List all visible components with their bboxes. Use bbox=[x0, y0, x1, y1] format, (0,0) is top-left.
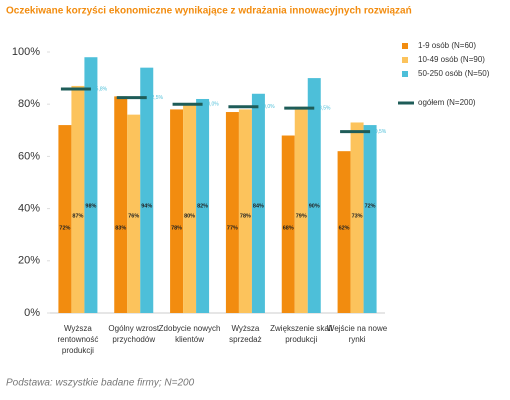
bar bbox=[281, 135, 295, 313]
value-label: 62% bbox=[339, 225, 350, 231]
overall-label: 78,5% bbox=[316, 105, 331, 111]
bar bbox=[170, 109, 184, 313]
y-tick-label: 100% bbox=[12, 46, 40, 58]
bar bbox=[140, 67, 154, 313]
value-label: 72% bbox=[365, 203, 376, 209]
legend-swatch bbox=[402, 71, 408, 77]
bar bbox=[114, 96, 128, 314]
legend-label: 10-49 osób (N=90) bbox=[418, 55, 485, 64]
value-label: 87% bbox=[72, 213, 83, 219]
y-tick-label: 20% bbox=[18, 255, 40, 267]
bar bbox=[84, 57, 98, 313]
value-label: 83% bbox=[115, 225, 126, 231]
bar bbox=[337, 151, 351, 313]
value-label: 98% bbox=[85, 203, 96, 209]
value-label: 73% bbox=[352, 213, 363, 219]
bar bbox=[350, 122, 364, 313]
x-tick-label: produkcji bbox=[62, 346, 94, 355]
bar bbox=[58, 125, 72, 313]
bar bbox=[183, 104, 197, 313]
bar bbox=[71, 85, 85, 314]
value-label: 77% bbox=[227, 225, 238, 231]
legend-label: 50-250 osób (N=50) bbox=[418, 69, 490, 78]
x-tick-label: rynki bbox=[349, 335, 366, 344]
y-tick-label: 80% bbox=[18, 98, 40, 110]
overall-label: 79,0% bbox=[260, 104, 275, 110]
value-label: 72% bbox=[59, 225, 70, 231]
x-tick-label: produkcji bbox=[285, 335, 317, 344]
value-label: 80% bbox=[184, 213, 195, 219]
value-label: 79% bbox=[296, 213, 307, 219]
legend-label: ogółem (N=200) bbox=[418, 98, 476, 107]
x-tick-label: Wyższa bbox=[231, 324, 259, 333]
bar bbox=[251, 93, 265, 313]
y-tick-label: 0% bbox=[24, 307, 40, 319]
legend-swatch bbox=[402, 57, 408, 63]
overall-label: 69,5% bbox=[372, 129, 387, 135]
value-label: 90% bbox=[309, 203, 320, 209]
overall-label: 80,0% bbox=[205, 102, 220, 108]
x-tick-label: Wyższa bbox=[64, 324, 92, 333]
value-label: 84% bbox=[253, 203, 264, 209]
value-label: 76% bbox=[128, 213, 139, 219]
value-label: 78% bbox=[240, 213, 251, 219]
chart-title: Oczekiwane korzyści ekonomiczne wynikają… bbox=[6, 6, 412, 17]
bar bbox=[196, 98, 210, 313]
bar bbox=[238, 109, 252, 313]
bar bbox=[127, 114, 141, 313]
overall-label: 82,5% bbox=[149, 95, 164, 101]
bar bbox=[307, 78, 321, 313]
x-tick-label: Zwiększenie skali bbox=[270, 324, 332, 333]
y-tick-label: 60% bbox=[18, 150, 40, 162]
bar bbox=[225, 112, 239, 313]
x-tick-label: klientów bbox=[175, 335, 204, 344]
value-label: 94% bbox=[141, 203, 152, 209]
value-label: 68% bbox=[283, 225, 294, 231]
y-tick-label: 40% bbox=[18, 203, 40, 215]
overall-label: 85,8% bbox=[93, 86, 108, 92]
x-tick-label: przychodów bbox=[112, 335, 155, 344]
x-tick-label: sprzedaż bbox=[229, 335, 261, 344]
x-tick-label: Zdobycie nowych bbox=[159, 324, 221, 333]
x-tick-label: rentowność bbox=[57, 335, 98, 344]
value-label: 78% bbox=[171, 225, 182, 231]
legend-label: 1-9 osób (N=60) bbox=[418, 41, 476, 50]
legend-swatch bbox=[402, 43, 408, 49]
bar bbox=[363, 125, 377, 313]
x-tick-label: Wejście na nowe bbox=[327, 324, 388, 333]
x-tick-label: Ogólny wzrost bbox=[108, 324, 159, 333]
bar bbox=[294, 106, 308, 313]
value-label: 82% bbox=[197, 203, 208, 209]
footnote: Podstawa: wszystkie badane firmy; N=200 bbox=[6, 378, 195, 389]
